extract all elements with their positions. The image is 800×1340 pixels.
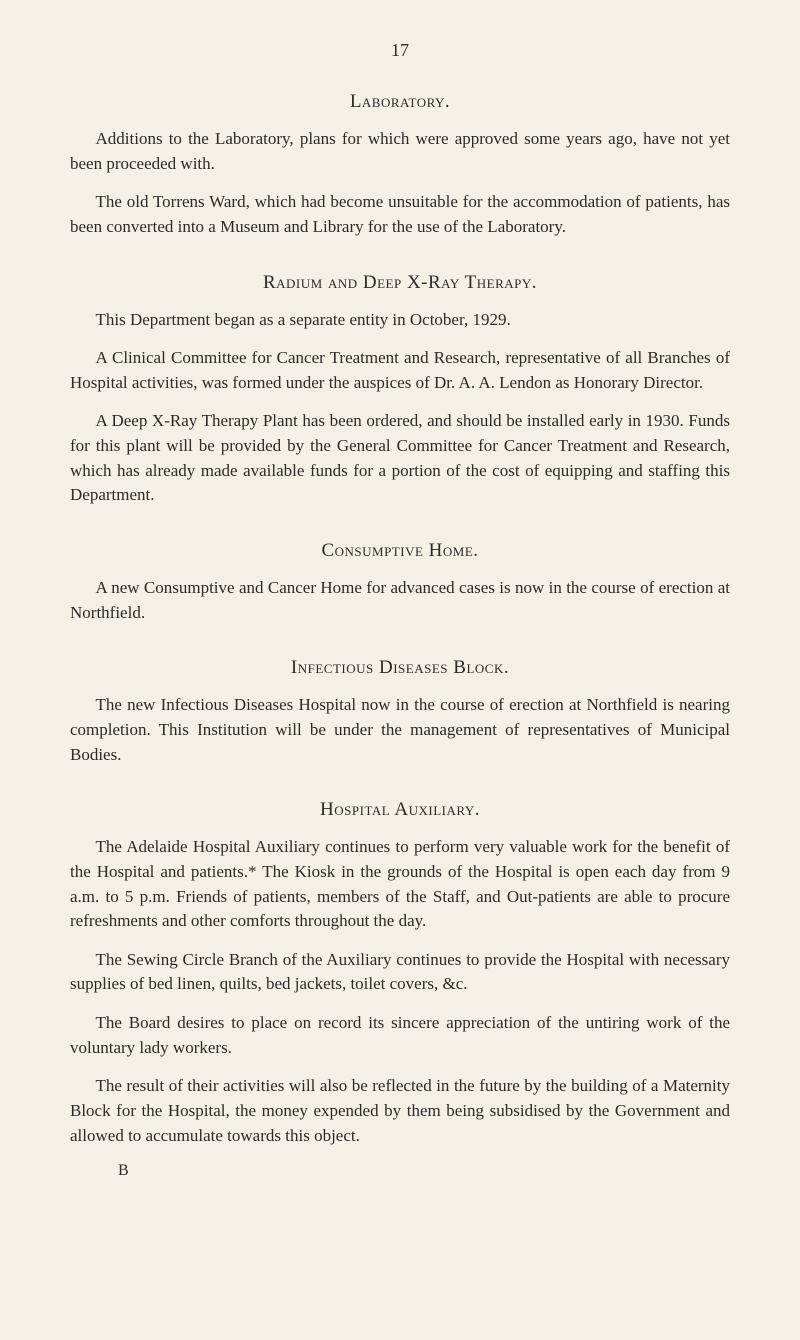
- paragraph: Additions to the Laboratory, plans for w…: [70, 127, 730, 176]
- paragraph: The old Torrens Ward, which had become u…: [70, 190, 730, 239]
- paragraph: The Sewing Circle Branch of the Auxiliar…: [70, 948, 730, 997]
- heading-radium: Radium and Deep X-Ray Therapy.: [70, 272, 730, 294]
- paragraph: The result of their activities will also…: [70, 1074, 730, 1148]
- paragraph: The Adelaide Hospital Auxiliary continue…: [70, 835, 730, 934]
- paragraph: A Deep X-Ray Therapy Plant has been orde…: [70, 409, 730, 508]
- heading-infectious: Infectious Diseases Block.: [70, 657, 730, 679]
- paragraph: This Department began as a separate enti…: [70, 308, 730, 333]
- page-number: 17: [70, 40, 730, 61]
- paragraph: A Clinical Committee for Cancer Treatmen…: [70, 346, 730, 395]
- heading-laboratory: Laboratory.: [70, 91, 730, 113]
- paragraph: A new Consumptive and Cancer Home for ad…: [70, 576, 730, 625]
- document-page: 17 Laboratory. Additions to the Laborato…: [0, 0, 800, 1340]
- paragraph: The new Infectious Diseases Hospital now…: [70, 693, 730, 767]
- heading-consumptive: Consumptive Home.: [70, 540, 730, 562]
- paragraph: The Board desires to place on record its…: [70, 1011, 730, 1060]
- heading-hospital-auxiliary: Hospital Auxiliary.: [70, 799, 730, 821]
- signature-mark: B: [70, 1162, 730, 1180]
